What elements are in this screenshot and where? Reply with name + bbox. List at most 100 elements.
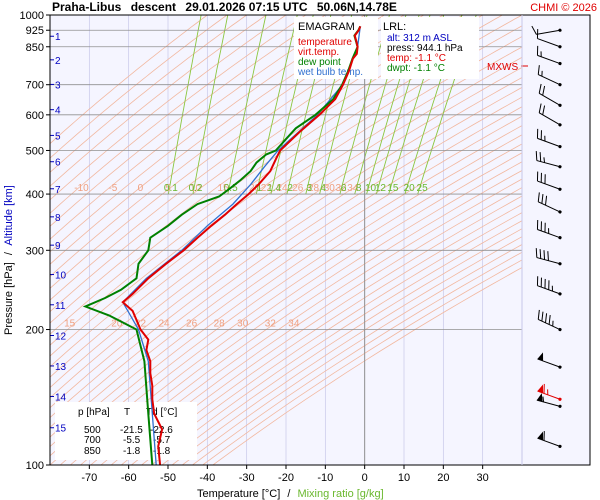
lrl-background [381, 17, 479, 79]
dry-adiabat-line [110, 187, 522, 465]
wind-barbs [531, 25, 562, 448]
temperature-tick-label: 0 [362, 472, 368, 484]
table-cell: -5.7 [153, 435, 171, 446]
pressure-tick-label: 1000 [20, 10, 44, 22]
pressure-tick-label: 200 [26, 325, 44, 337]
wind-barb [536, 128, 562, 149]
wind-barb-flag [544, 174, 546, 184]
wind-barb [537, 65, 562, 87]
altitude-tick-label: 7 [55, 185, 61, 196]
lrl-box: LRL: alt: 312 m ASL press: 944.1 hPa tem… [381, 17, 479, 79]
dry-adiabat-line [50, 106, 522, 438]
wind-barb-station [558, 210, 562, 214]
altitude-tick-label: 2 [55, 56, 61, 67]
dry-adiabat-label: 10 [190, 183, 202, 194]
dry-adiabat-label: 24 [277, 183, 289, 194]
table-cell: -21.5 [120, 425, 143, 436]
plot-frame [49, 14, 591, 466]
series-line-temperature [121, 25, 362, 465]
wind-barb-station [558, 397, 562, 401]
dry-adiabat-label: 5 [165, 183, 171, 194]
wind-barb-half-flag [548, 228, 550, 234]
wind-barb-station [558, 103, 562, 107]
wind-barb-flag [537, 309, 540, 320]
dry-adiabat-label: 30 [237, 319, 249, 330]
dry-adiabat-line [59, 143, 522, 465]
pressure-tick-label: 300 [26, 245, 44, 257]
wind-barb [535, 248, 562, 266]
y-axis-label-pressure: Pressure [hPa] [3, 262, 15, 335]
dry-adiabat-line [90, 170, 522, 465]
wind-barb-staff [538, 318, 561, 330]
altitude-tick-label: 3 [55, 80, 61, 91]
wind-barb [537, 309, 562, 332]
mixing-ratio-label: 1 [257, 183, 263, 194]
altitude-tick-label: 13 [55, 362, 67, 373]
lrl-altitude: alt: 312 m ASL [387, 33, 452, 44]
wind-barb-half-flag [540, 51, 542, 57]
wind-barb-flag [541, 194, 544, 204]
temperature-tick-label: 20 [437, 472, 449, 484]
wind-barb-station [558, 404, 562, 408]
wind-barb-half-flag [552, 320, 554, 327]
dry-adiabat-line [161, 228, 522, 465]
wind-barb-staff [537, 358, 561, 368]
legend-background [294, 17, 378, 79]
dry-adiabat-label: 32 [336, 183, 348, 194]
wind-barb-station [558, 187, 562, 191]
dry-adiabat-label: 15 [64, 319, 76, 330]
wind-barb-station [558, 444, 562, 448]
legend-item-dew-point: dew point [298, 57, 341, 68]
dry-adiabat-label: -5 [108, 183, 117, 194]
mixing-ratio-label: 0.1 [164, 183, 178, 194]
wind-barb-flag [536, 128, 539, 139]
table-cell: -5.5 [123, 435, 141, 446]
dry-adiabat-label: 24 [159, 319, 171, 330]
x-axis-label-separator: / [287, 488, 291, 500]
wind-barb-half-flag [544, 135, 546, 142]
altitude-tick-label: 11 [55, 301, 66, 312]
dry-adiabat-label: 28 [214, 319, 226, 330]
dry-adiabat-line [100, 178, 522, 465]
wind-barb-station [558, 236, 562, 240]
profile-lines [82, 25, 362, 465]
altitude-tick-label: 10 [55, 271, 67, 282]
wind-barb-staff [538, 201, 561, 213]
legend-item-wet-bulb: wet bulb temp. [297, 67, 363, 78]
wind-barb-flag [539, 249, 542, 259]
table-cell: 500 [84, 425, 101, 436]
wind-barb-flag [543, 431, 545, 441]
table-cell: -1.8 [123, 446, 141, 457]
wind-barb-flag [531, 25, 537, 35]
pressure-tick-label: 500 [26, 145, 44, 157]
y-axis-label: Pressure [hPa] / Altitude [km] [3, 185, 15, 335]
wind-barb [531, 25, 562, 35]
wind-barb-flag [538, 83, 542, 94]
dry-adiabat-label: 22 [135, 319, 147, 330]
x-axis-label: Temperature [°C] / Mixing ratio [g/kg] [197, 488, 384, 500]
wind-barb-flag [548, 280, 550, 290]
wind-barb-flag [539, 152, 542, 162]
mixing-ratio-label: 2 [287, 183, 293, 194]
temperature-axis: -70 -60 -50 -40 -30 -20 -10 0 10 20 30 [81, 465, 489, 484]
altitude-tick-label: 15 [55, 424, 67, 435]
wind-barb [536, 276, 562, 296]
legend-item-virtual-temperature: virt.temp. [298, 47, 339, 58]
dry-adiabat-line [70, 152, 522, 465]
temperature-tick-label: -30 [239, 472, 255, 484]
wind-barb-station [558, 45, 562, 49]
dry-adiabat-line [50, 86, 522, 419]
mixing-ratio-label: 10 [365, 183, 377, 194]
lrl-title: LRL: [383, 21, 406, 33]
temperature-tick-label: -60 [121, 472, 137, 484]
altitude-tick-label: 12 [55, 331, 67, 342]
wind-barb [537, 352, 562, 369]
legend-title: EMAGRAM [298, 21, 355, 33]
wind-barb-flag [540, 221, 542, 231]
dry-adiabat-line [50, 125, 522, 457]
mixing-ratio-label: 25 [417, 183, 429, 194]
y-axis-label-separator: / [3, 251, 15, 255]
dry-adiabat-line [182, 244, 522, 465]
dry-adiabat-line [50, 46, 522, 378]
